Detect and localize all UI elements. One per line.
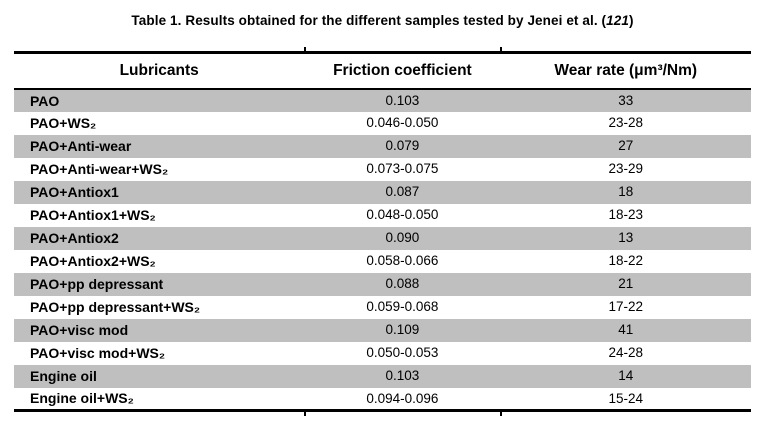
table-row: Engine oil+WS₂ 0.094-0.096 15-24 bbox=[14, 388, 751, 411]
wear-cell: 13 bbox=[618, 230, 634, 246]
wear-cell: 21 bbox=[618, 276, 634, 292]
wear-cell: 18-23 bbox=[608, 207, 643, 223]
wear-cell: 24-28 bbox=[608, 345, 643, 361]
friction-cell: 0.050-0.053 bbox=[366, 345, 439, 361]
caption-citation: 121 bbox=[606, 13, 629, 28]
col-header-friction-coefficient: Friction coefficient bbox=[304, 52, 501, 90]
lubricant-cell: PAO bbox=[30, 92, 60, 109]
lubricant-cell: PAO+Anti-wear+WS₂ bbox=[30, 161, 169, 177]
friction-cell: 0.046-0.050 bbox=[366, 115, 439, 131]
lubricant-cell: PAO+Antiox1 bbox=[30, 184, 119, 200]
lubricant-cell: PAO+visc mod+WS₂ bbox=[30, 345, 166, 361]
wear-cell: 18 bbox=[618, 184, 634, 200]
lubricant-cell: PAO+Anti-wear bbox=[30, 138, 132, 154]
friction-cell: 0.059-0.068 bbox=[366, 299, 439, 315]
friction-cell: 0.090 bbox=[385, 230, 420, 246]
wear-cell: 23-29 bbox=[608, 161, 643, 177]
wear-cell: 15-24 bbox=[608, 390, 643, 406]
results-table-wrap: Lubricants Friction coefficient Wear rat… bbox=[14, 47, 751, 416]
table-row: PAO+Antiox1 0.087 18 bbox=[14, 180, 751, 204]
table-row: PAO+pp depressant 0.088 21 bbox=[14, 272, 751, 296]
lubricant-cell: PAO+Antiox1+WS₂ bbox=[30, 207, 156, 223]
wear-cell: 14 bbox=[618, 368, 634, 384]
wear-cell: 41 bbox=[618, 322, 634, 338]
friction-cell: 0.073-0.075 bbox=[366, 161, 439, 177]
wear-cell: 17-22 bbox=[608, 299, 643, 315]
table-row: PAO+WS₂ 0.046-0.050 23-28 bbox=[14, 112, 751, 135]
friction-cell: 0.109 bbox=[385, 322, 420, 338]
table-row: PAO+Antiox1+WS₂ 0.048-0.050 18-23 bbox=[14, 204, 751, 227]
col-header-lubricants: Lubricants bbox=[14, 52, 305, 90]
table-row: PAO+Anti-wear 0.079 27 bbox=[14, 134, 751, 158]
table-row: Engine oil 0.103 14 bbox=[14, 364, 751, 388]
wear-cell: 27 bbox=[618, 138, 634, 154]
lubricant-cell: PAO+visc mod bbox=[30, 322, 129, 338]
results-table: Lubricants Friction coefficient Wear rat… bbox=[14, 51, 751, 412]
lubricant-cell: PAO+Antiox2 bbox=[30, 230, 119, 246]
lubricant-cell: PAO+Antiox2+WS₂ bbox=[30, 253, 156, 269]
friction-cell: 0.079 bbox=[385, 138, 420, 154]
column-divider-tick bbox=[500, 412, 502, 416]
friction-cell: 0.103 bbox=[385, 92, 420, 108]
table-row: PAO+visc mod+WS₂ 0.050-0.053 24-28 bbox=[14, 342, 751, 365]
table-row: PAO 0.103 33 bbox=[14, 88, 751, 112]
friction-cell: 0.048-0.050 bbox=[366, 207, 439, 223]
table-caption: Table 1. Results obtained for the differ… bbox=[0, 13, 765, 28]
friction-cell: 0.088 bbox=[385, 276, 420, 292]
lubricant-cell: Engine oil+WS₂ bbox=[30, 390, 134, 407]
friction-cell: 0.087 bbox=[385, 184, 420, 200]
wear-cell: 18-22 bbox=[608, 253, 643, 269]
header-row: Lubricants Friction coefficient Wear rat… bbox=[14, 52, 751, 90]
table-row: PAO+visc mod 0.109 41 bbox=[14, 318, 751, 342]
lubricant-cell: Engine oil bbox=[30, 368, 97, 384]
caption-close-paren: ) bbox=[628, 13, 634, 28]
lubricant-cell: PAO+pp depressant+WS₂ bbox=[30, 299, 201, 315]
wear-cell: 23-28 bbox=[608, 115, 643, 131]
friction-cell: 0.103 bbox=[385, 368, 420, 384]
table-row: PAO+Antiox2+WS₂ 0.058-0.066 18-22 bbox=[14, 250, 751, 273]
column-divider-tick bbox=[500, 47, 502, 51]
col-header-wear-rate: Wear rate (μm³/Nm) bbox=[500, 52, 751, 90]
lubricant-cell: PAO+WS₂ bbox=[30, 115, 97, 131]
lubricant-cell: PAO+pp depressant bbox=[30, 276, 164, 292]
column-divider-tick bbox=[304, 412, 306, 416]
friction-cell: 0.058-0.066 bbox=[366, 253, 439, 269]
column-divider-tick bbox=[304, 47, 306, 51]
table-row: PAO+Antiox2 0.090 13 bbox=[14, 226, 751, 250]
wear-cell: 33 bbox=[618, 92, 634, 108]
table-row: PAO+Anti-wear+WS₂ 0.073-0.075 23-29 bbox=[14, 158, 751, 181]
table-row: PAO+pp depressant+WS₂ 0.059-0.068 17-22 bbox=[14, 296, 751, 319]
caption-text: Table 1. Results obtained for the differ… bbox=[131, 13, 607, 28]
friction-cell: 0.094-0.096 bbox=[366, 390, 439, 406]
